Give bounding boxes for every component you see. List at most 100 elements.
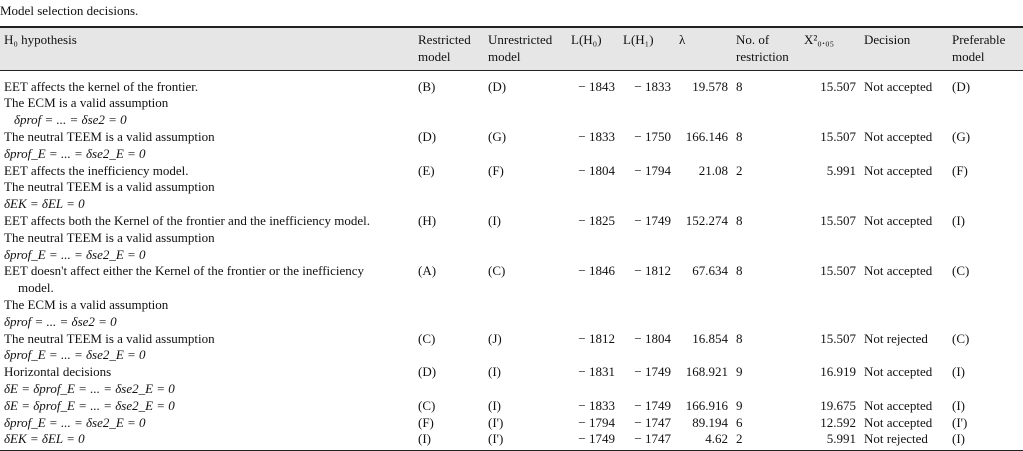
hypothesis-line: EET affects both the Kernel of the front…	[4, 212, 371, 228]
hypothesis-cell: EET doesn't affect either the Kernel of …	[0, 263, 414, 330]
table-row: The neutral TEEM is a valid assumption δp…	[0, 331, 1023, 365]
header-lh1: L(H₁)	[623, 32, 654, 47]
hypothesis-line: δprof_E = ... = δse2_E = 0	[4, 145, 146, 161]
lambda-cell: 16.854	[692, 330, 728, 346]
lh1-cell: − 1833	[634, 78, 671, 94]
lambda-cell: 166.916	[685, 397, 728, 413]
table-row: δprof_E = ... = δse2_E = 0 (F) (I') − 1794 −…	[0, 415, 1023, 432]
restriction-cell: 2	[736, 162, 743, 178]
lh1-cell: − 1747	[634, 431, 671, 447]
hypothesis-line: The ECM is a valid assumption	[4, 296, 169, 312]
decision-cell: Not accepted	[864, 162, 933, 178]
hypothesis-line: Horizontal decisions	[4, 364, 112, 380]
lh1-cell: − 1804	[634, 330, 671, 346]
unrestricted-cell: (I)	[488, 212, 501, 228]
preferable-cell: (I)	[952, 431, 965, 447]
lh0-cell: − 1804	[578, 162, 615, 178]
lh0-cell: − 1831	[578, 364, 615, 380]
lh0-cell: − 1833	[578, 128, 615, 144]
hypothesis-cell: Horizontal decisions δE = δprof_E = ... =…	[0, 364, 414, 398]
chi-cell: 15.507	[820, 128, 856, 144]
hypothesis-line: δprof_E = ... = δse2_E = 0	[4, 246, 146, 262]
restriction-cell: 8	[736, 330, 743, 346]
lh0-cell: − 1846	[578, 263, 615, 279]
header-restriction: No. of restriction	[732, 27, 800, 70]
decision-cell: Not accepted	[864, 263, 933, 279]
chi-cell: 12.592	[820, 414, 856, 430]
header-decision: Decision	[864, 32, 911, 47]
restriction-cell: 8	[736, 263, 743, 279]
hypothesis-line: δprof = ... = δse2 = 0	[14, 112, 127, 128]
lh1-cell: − 1749	[634, 212, 671, 228]
decision-cell: Not accepted	[864, 128, 933, 144]
preferable-cell: (D)	[952, 78, 971, 94]
restriction-cell: 6	[736, 414, 743, 430]
restricted-cell: (A)	[418, 263, 437, 279]
model-selection-table: H₀ hypothesis Restricted model Unrestric…	[0, 26, 1023, 450]
lh1-cell: − 1812	[634, 263, 671, 279]
chi-cell: 5.991	[826, 431, 856, 447]
lambda-cell: 166.146	[685, 128, 728, 144]
lambda-cell: 19.578	[692, 78, 728, 94]
preferable-cell: (F)	[952, 162, 968, 178]
restricted-cell: (B)	[418, 78, 436, 94]
unrestricted-cell: (I)	[488, 397, 501, 413]
preferable-cell: (I')	[952, 414, 968, 430]
header-restriction-line2: restriction	[736, 48, 789, 64]
decision-cell: Not rejected	[864, 431, 928, 447]
hypothesis-cell: δE = δprof_E = ... = δse2_E = 0	[0, 398, 414, 415]
table-row: EET affects the kernel of the frontier. T…	[0, 70, 1023, 129]
hypothesis-line: δprof = ... = δse2 = 0	[4, 313, 117, 329]
header-restricted-line2: model	[418, 48, 451, 64]
hypothesis-line: δEK = δEL = 0	[4, 196, 85, 212]
table-caption: Model selection decisions.	[0, 3, 139, 18]
hypothesis-line: EET affects the kernel of the frontier.	[4, 78, 199, 94]
decision-cell: Not accepted	[864, 212, 933, 228]
table-row: EET doesn't affect either the Kernel of …	[0, 263, 1023, 330]
hypothesis-line: δE = δprof_E = ... = δse2_E = 0	[4, 380, 175, 396]
preferable-cell: (I)	[952, 397, 965, 413]
header-hypothesis: H₀ hypothesis	[4, 32, 77, 47]
hypothesis-cell: δEK = δEL = 0	[0, 431, 414, 450]
table-row: Horizontal decisions δE = δprof_E = ... =…	[0, 364, 1023, 398]
restriction-cell: 2	[736, 431, 743, 447]
lh0-cell: − 1794	[578, 414, 615, 430]
model-selection-table-wrap: H₀ hypothesis Restricted model Unrestric…	[0, 26, 1023, 451]
header-restriction-line1: No. of	[736, 32, 770, 47]
lh0-cell: − 1843	[578, 78, 615, 94]
restricted-cell: (E)	[418, 162, 435, 178]
unrestricted-cell: (I')	[488, 414, 504, 430]
hypothesis-line: δEK = δEL = 0	[4, 431, 85, 447]
decision-cell: Not accepted	[864, 78, 933, 94]
chi-cell: 15.507	[820, 263, 856, 279]
table-row: δEK = δEL = 0 (I) (I') − 1749 − 1747 4.62 2 5.9…	[0, 431, 1023, 450]
hypothesis-line: The neutral TEEM is a valid assumption	[4, 179, 215, 195]
lambda-cell: 21.08	[698, 162, 728, 178]
unrestricted-cell: (C)	[488, 263, 506, 279]
lh0-cell: − 1812	[578, 330, 615, 346]
lambda-cell: 168.921	[685, 364, 728, 380]
header-preferable-model: Preferable model	[948, 27, 1023, 70]
restricted-cell: (H)	[418, 212, 437, 228]
table-row: δE = δprof_E = ... = δse2_E = 0 (C) (I) − 1…	[0, 398, 1023, 415]
header-preferable-line2: model	[952, 48, 985, 64]
header-chi-square: X²₀.₀₅	[804, 32, 835, 47]
unrestricted-cell: (I)	[488, 364, 501, 380]
lambda-cell: 89.194	[692, 414, 728, 430]
lh0-cell: − 1825	[578, 212, 615, 228]
hypothesis-line: The neutral TEEM is a valid assumption	[4, 128, 215, 144]
hypothesis-cell: EET affects both the Kernel of the front…	[0, 213, 414, 263]
unrestricted-cell: (F)	[488, 162, 504, 178]
restricted-cell: (C)	[418, 397, 436, 413]
unrestricted-cell: (J)	[488, 330, 502, 346]
hypothesis-cell: The neutral TEEM is a valid assumption δp…	[0, 331, 414, 365]
restricted-cell: (D)	[418, 364, 437, 380]
header-lh0: L(H₀)	[571, 32, 602, 47]
hypothesis-cell: The neutral TEEM is a valid assumption δp…	[0, 129, 414, 163]
chi-cell: 15.507	[820, 78, 856, 94]
preferable-cell: (C)	[952, 330, 970, 346]
hypothesis-line: model.	[18, 280, 54, 296]
table-row: EET affects the inefficiency model. The n…	[0, 163, 1023, 213]
lh1-cell: − 1749	[634, 364, 671, 380]
restricted-cell: (I)	[418, 431, 431, 447]
